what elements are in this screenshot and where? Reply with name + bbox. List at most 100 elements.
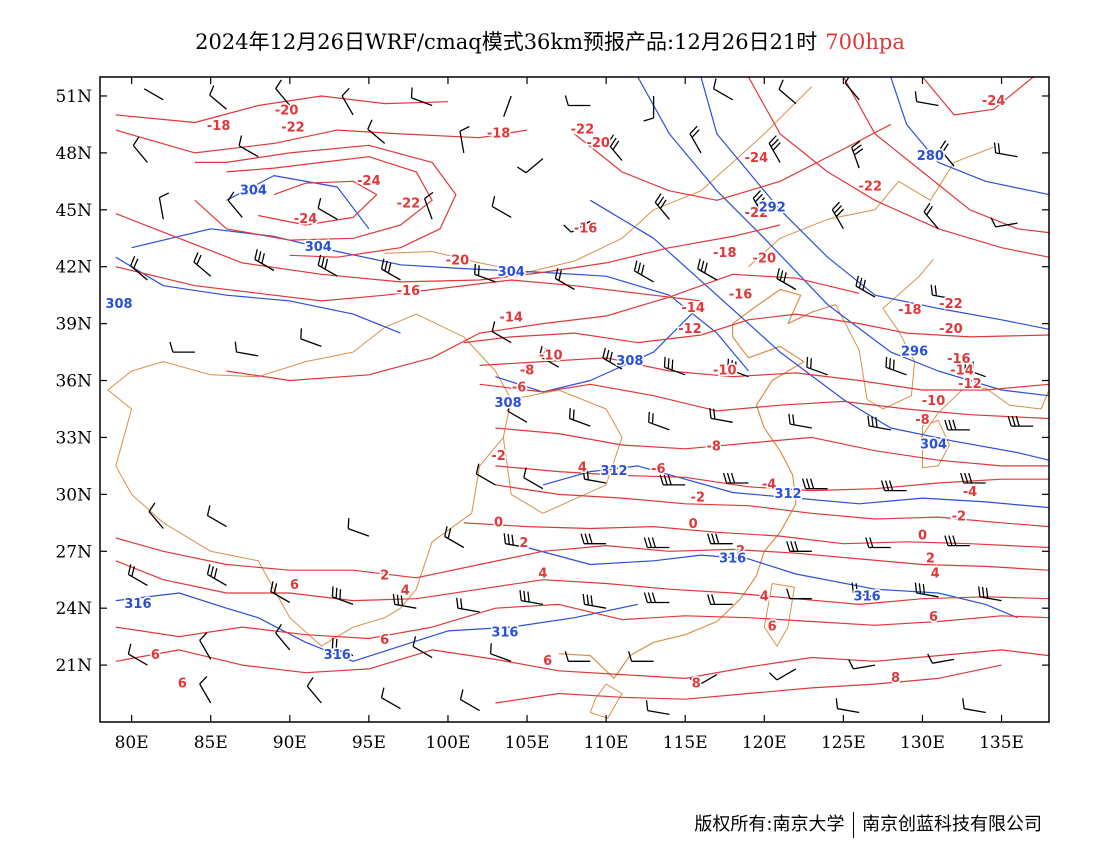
- wind-barb: [474, 263, 496, 283]
- wind-barb: [503, 533, 528, 549]
- height-contour: [700, 77, 1049, 330]
- footer: 版权所有:南京大学 南京创蓝科技有限公司: [694, 810, 1042, 838]
- height-label: 308: [105, 297, 132, 312]
- wind-barb: [254, 249, 275, 272]
- temperature-label: 6: [151, 648, 160, 663]
- wind-barb: [939, 140, 955, 167]
- island-boundary: [922, 419, 950, 469]
- wind-barb: [300, 328, 322, 348]
- wind-barb: [489, 643, 512, 662]
- temperature-label: 6: [768, 620, 777, 635]
- temperature-label: 6: [929, 610, 938, 625]
- temperature-contour: [115, 649, 1049, 679]
- lat-tick-label: 39N: [55, 315, 92, 335]
- footer-copyright: 版权所有:南京大学: [694, 814, 845, 835]
- temperature-label: -18: [713, 246, 737, 261]
- wind-barb: [645, 700, 670, 716]
- height-label: 316: [491, 625, 518, 640]
- lon-tick-label: 130E: [900, 733, 945, 753]
- wind-barb: [380, 258, 401, 281]
- wind-barb: [643, 537, 670, 549]
- height-contour: [526, 546, 1018, 619]
- temperature-label: -24: [357, 174, 381, 189]
- wind-barb: [689, 125, 702, 154]
- temperature-contour: [115, 95, 449, 124]
- temperature-contour: [115, 213, 781, 283]
- temperature-label: 6: [543, 654, 552, 669]
- wind-barb: [1007, 415, 1034, 427]
- temperature-contour: [479, 383, 1049, 420]
- wind-barb: [806, 356, 828, 376]
- temperature-label: -8: [520, 364, 534, 379]
- wind-barb: [582, 468, 607, 484]
- lat-tick-label: 33N: [55, 428, 92, 448]
- lat-tick-label: 21N: [55, 656, 92, 676]
- temperature-contour: [495, 465, 1049, 492]
- wind-barb: [238, 135, 259, 158]
- wind-barb: [978, 586, 1002, 602]
- temperature-label: -6: [651, 462, 665, 477]
- temperature-label: -20: [939, 322, 963, 337]
- wind-barb: [158, 192, 170, 220]
- wind-barb: [209, 85, 227, 110]
- wind-barb: [317, 197, 338, 220]
- wind-barb: [722, 472, 749, 484]
- temperature-contour: [115, 560, 1049, 605]
- lon-tick-label: 90E: [273, 733, 307, 753]
- temperature-label: -2: [491, 449, 505, 464]
- wind-barb: [459, 689, 480, 712]
- region-boundary: [502, 389, 623, 514]
- wind-barb: [317, 254, 338, 277]
- height-contour: [115, 592, 638, 662]
- temperature-contour: [574, 123, 892, 201]
- wind-barb: [410, 87, 433, 107]
- wind-barb: [944, 535, 970, 547]
- footer-separator: [852, 812, 854, 838]
- temperature-label: -22: [571, 123, 595, 138]
- wind-barb: [960, 472, 986, 484]
- coastline: [558, 288, 836, 679]
- temperature-contour: [495, 664, 1002, 704]
- wind-barb: [923, 202, 939, 230]
- temperature-label: -10: [713, 364, 737, 379]
- height-contour: [890, 77, 1049, 196]
- wind-barb: [914, 91, 939, 107]
- wind-barb: [564, 651, 591, 662]
- wind-barb: [643, 592, 670, 604]
- temperature-label: 4: [931, 567, 940, 582]
- lat-tick-label: 45N: [55, 201, 92, 221]
- height-contour: [226, 175, 370, 230]
- temperature-label: -22: [281, 121, 305, 136]
- wind-barb: [865, 537, 891, 549]
- height-label: 316: [124, 597, 151, 612]
- island-boundary: [763, 583, 795, 647]
- region-boundary: [107, 313, 512, 647]
- wind-barb: [491, 321, 512, 344]
- wind-barb: [689, 674, 718, 687]
- wind-barb: [564, 95, 591, 107]
- height-label: 312: [774, 487, 801, 502]
- region-boundary: [384, 86, 813, 273]
- temperature-label: 8: [891, 671, 900, 686]
- lon-tick-label: 105E: [505, 733, 550, 753]
- wind-barb: [423, 191, 434, 220]
- wind-barb: [707, 533, 733, 545]
- wind-barb: [663, 356, 686, 376]
- wind-barb: [444, 526, 465, 549]
- lon-tick-label: 85E: [194, 733, 228, 753]
- wind-barb: [580, 533, 607, 545]
- wind-barb: [867, 415, 891, 431]
- temperature-label: 2: [926, 551, 935, 566]
- lat-tick-label: 51N: [55, 87, 92, 107]
- height-label: 280: [917, 149, 944, 164]
- lon-tick-label: 100E: [426, 733, 471, 753]
- lat-tick-label: 27N: [55, 542, 92, 562]
- height-label: 304: [240, 183, 267, 198]
- wind-barb: [654, 193, 670, 220]
- temperature-label: 4: [538, 567, 547, 582]
- height-contour: [637, 77, 1049, 397]
- wind-barb: [752, 190, 765, 218]
- temperature-contour: [115, 266, 702, 302]
- footer-company: 南京创蓝科技有限公司: [862, 814, 1042, 835]
